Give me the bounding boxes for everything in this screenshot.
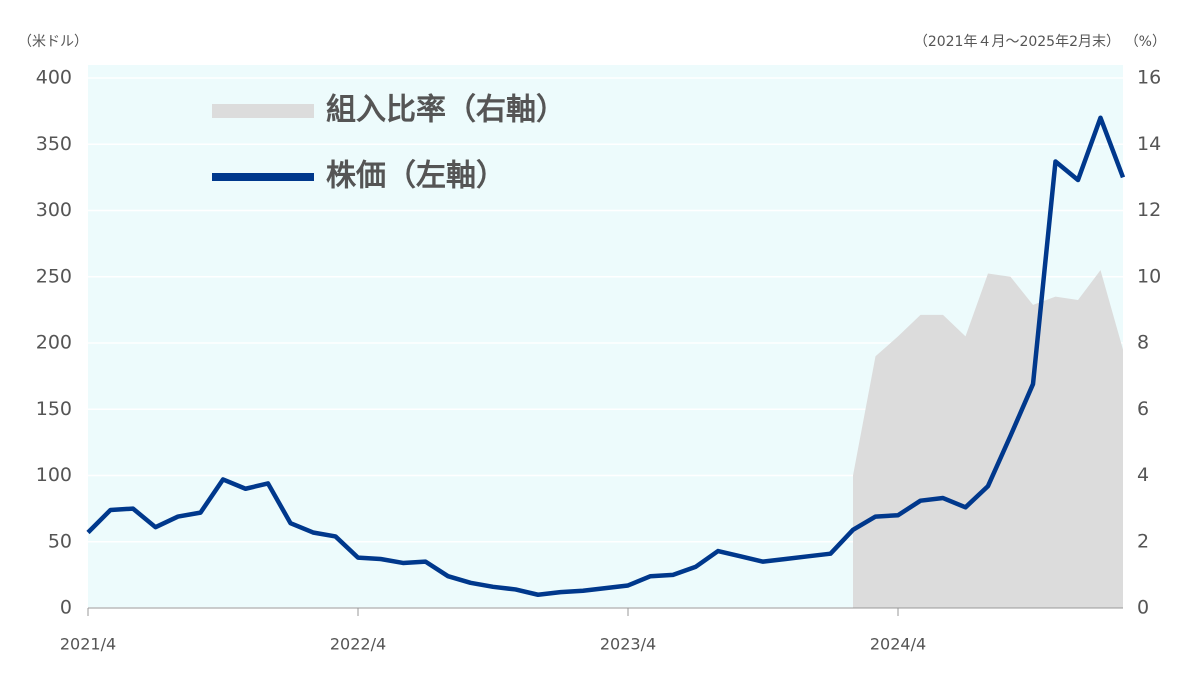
period-label: （2021年４月～2025年2月末） [914, 34, 1120, 50]
x-tick-label: 2022/4 [330, 635, 386, 654]
y2-tick-label: 14 [1137, 133, 1161, 155]
y2-tick-label: 2 [1137, 530, 1149, 552]
y2-tick-label: 6 [1137, 398, 1149, 420]
y2-tick-label: 10 [1137, 265, 1161, 287]
y-tick-label: 0 [60, 597, 72, 619]
y-tick-label: 200 [36, 332, 72, 354]
x-tick-label: 2023/4 [600, 635, 656, 654]
legend-label: 株価（左軸） [326, 159, 506, 194]
y-unit-label: （米ドル） [18, 34, 88, 50]
x-tick-label: 2021/4 [60, 635, 116, 654]
y2-tick-label: 4 [1137, 464, 1149, 486]
x-tick-label: 2024/4 [870, 635, 926, 654]
y-tick-label: 150 [36, 398, 72, 420]
y-tick-label: 400 [36, 67, 72, 89]
y-tick-label: 300 [36, 199, 72, 221]
y2-unit-label: （%） [1125, 34, 1166, 50]
y2-tick-label: 16 [1137, 67, 1161, 89]
y2-tick-label: 12 [1137, 199, 1161, 221]
area [853, 270, 1123, 608]
legend-label: 組入比率（右軸） [326, 93, 566, 128]
y2-tick-label: 8 [1137, 332, 1149, 354]
y-tick-label: 350 [36, 133, 72, 155]
y2-tick-label: 0 [1137, 597, 1149, 619]
y-tick-label: 250 [36, 265, 72, 287]
line [86, 115, 1126, 597]
y-tick-label: 50 [48, 530, 72, 552]
y-tick-label: 100 [36, 464, 72, 486]
